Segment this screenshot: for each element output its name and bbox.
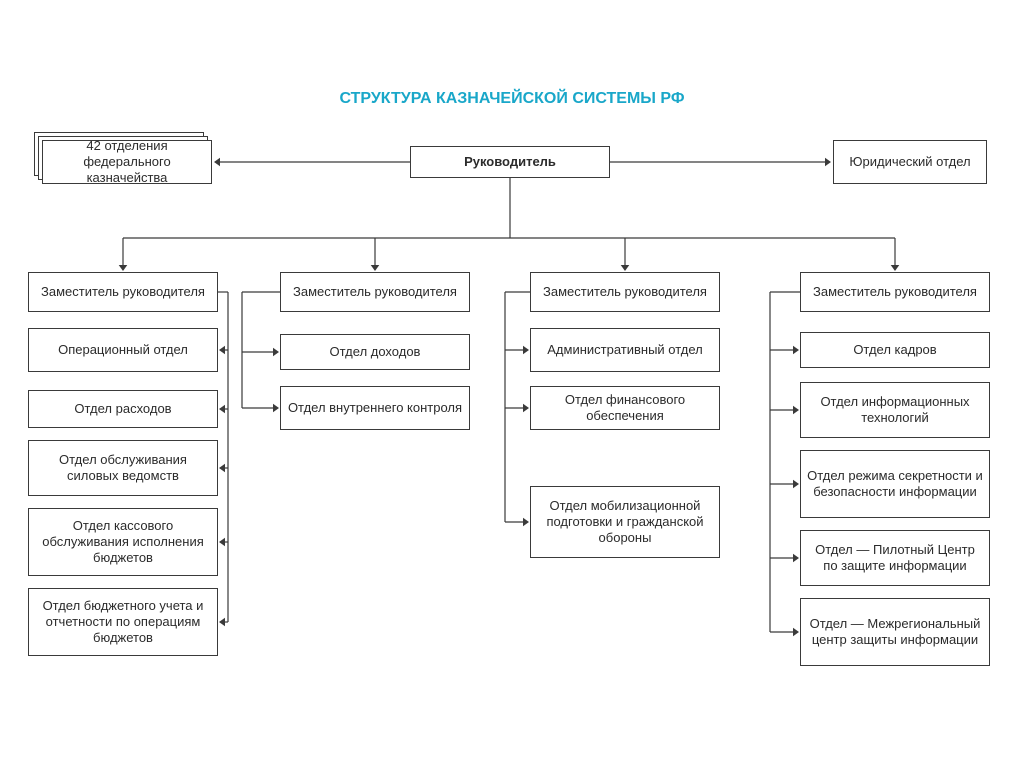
node-d1-2: Отдел обслуживания силовых ведомств	[28, 440, 218, 496]
node-d2-0: Отдел доходов	[280, 334, 470, 370]
node-d1-4: Отдел бюджетного учета и отчетности по о…	[28, 588, 218, 656]
node-42-branches: 42 отделения федерального казначейства	[42, 140, 212, 184]
diagram-title: СТРУКТУРА КАЗНАЧЕЙСКОЙ СИСТЕМЫ РФ	[0, 90, 1024, 108]
node-d4-1: Отдел информационных технологий	[800, 382, 990, 438]
node-d2-1: Отдел внутреннего контроля	[280, 386, 470, 430]
node-d3-0: Административный отдел	[530, 328, 720, 372]
node-deputy-2: Заместитель руководителя	[280, 272, 470, 312]
node-d4-4: Отдел — Межрегиональный центр защиты инф…	[800, 598, 990, 666]
node-d1-0: Операционный отдел	[28, 328, 218, 372]
node-d4-0: Отдел кадров	[800, 332, 990, 368]
node-d3-2: Отдел мобилизационной подготовки и гражд…	[530, 486, 720, 558]
node-deputy-1: Заместитель руководителя	[28, 272, 218, 312]
node-d4-3: Отдел — Пилотный Центр по защите информа…	[800, 530, 990, 586]
node-deputy-4: Заместитель руководителя	[800, 272, 990, 312]
node-d3-1: Отдел финансового обеспечения	[530, 386, 720, 430]
node-d4-2: Отдел режима секретности и безопасности …	[800, 450, 990, 518]
node-legal-dept: Юридический отдел	[833, 140, 987, 184]
node-deputy-3: Заместитель руководителя	[530, 272, 720, 312]
node-d1-3: Отдел кассового обслуживания исполнения …	[28, 508, 218, 576]
node-d1-1: Отдел расходов	[28, 390, 218, 428]
node-head: Руководитель	[410, 146, 610, 178]
